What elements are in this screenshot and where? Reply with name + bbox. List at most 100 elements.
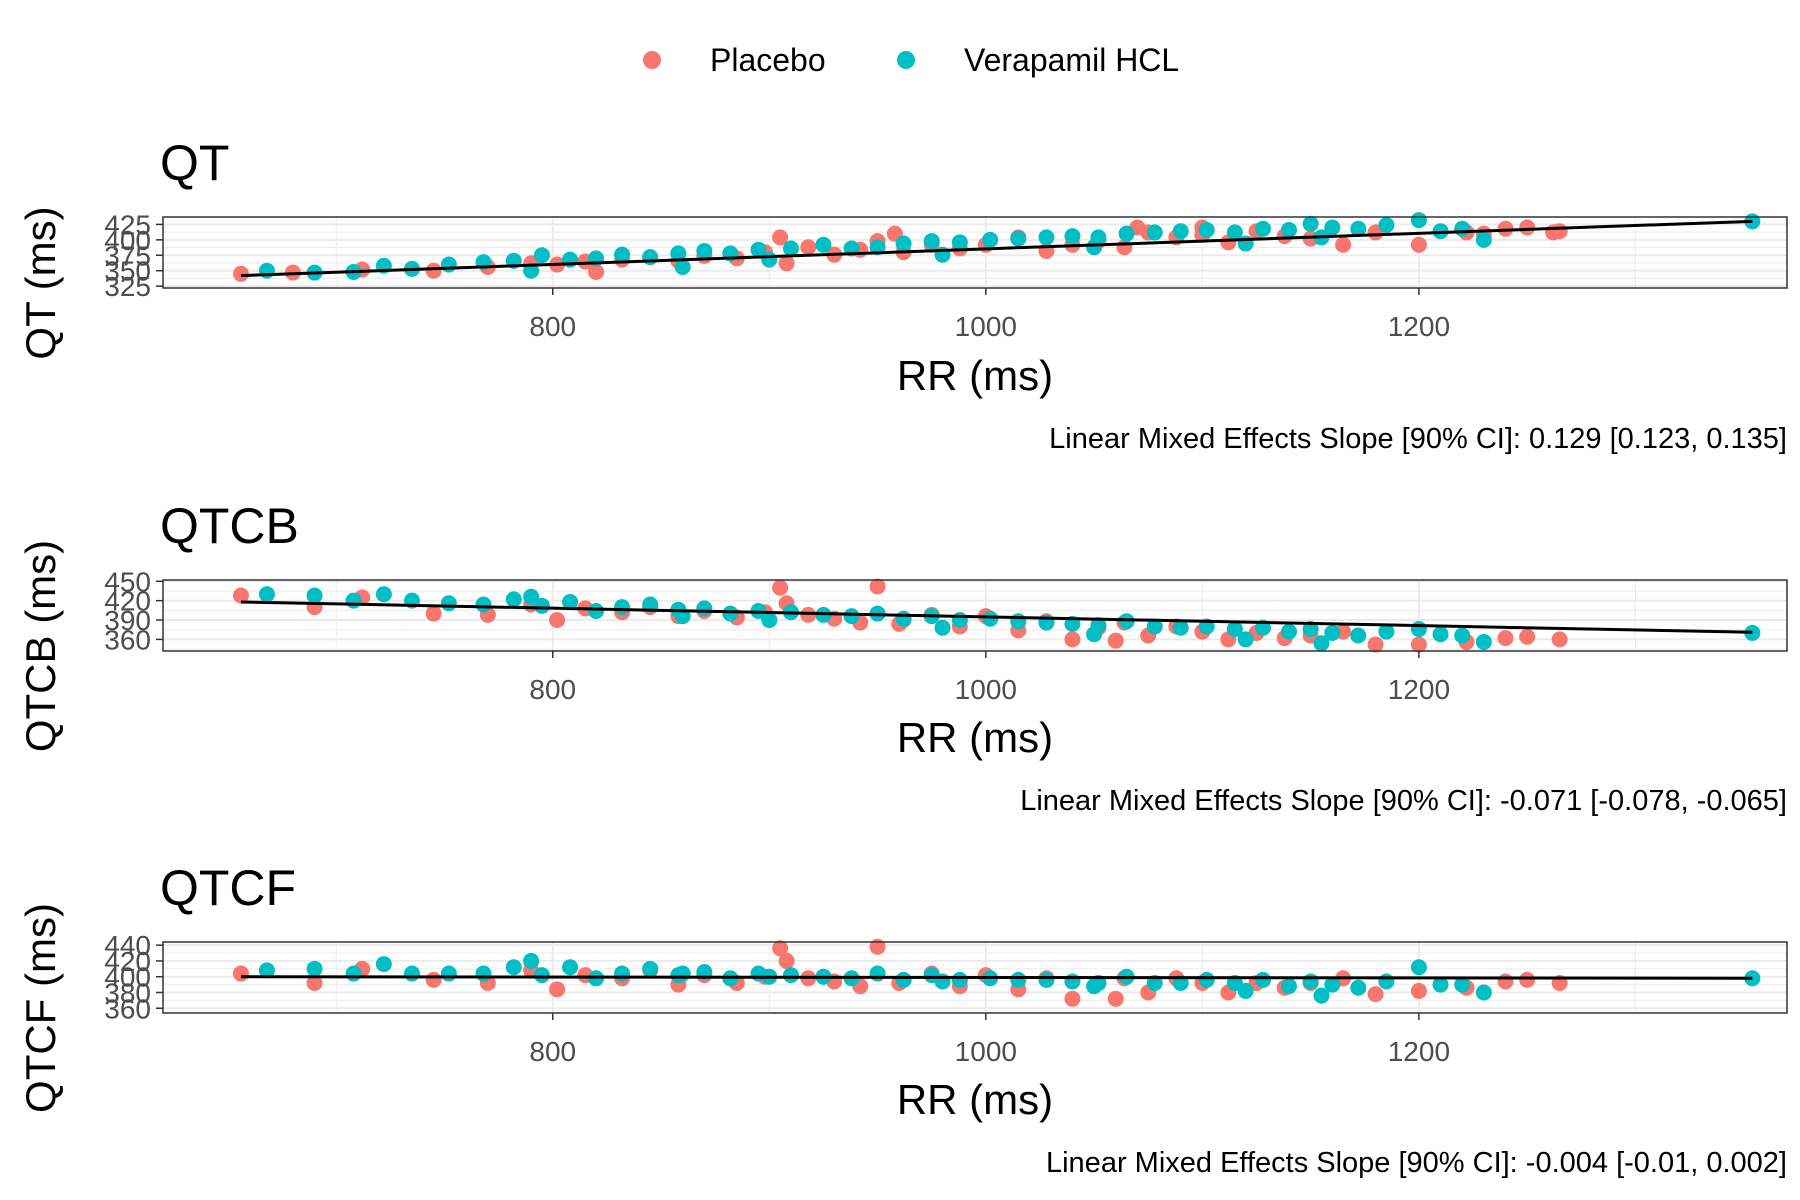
data-point [523,952,540,969]
data-point [440,595,457,612]
data-point [1118,225,1135,242]
y-tick-label: 360 [104,993,151,1024]
data-point [1454,976,1471,993]
data-point [614,246,631,263]
data-point [982,231,999,248]
data-point [1454,220,1471,237]
data-point [1497,630,1514,647]
data-point [1497,973,1514,990]
data-point [815,236,832,253]
data-point [761,612,778,629]
data-point [1118,613,1135,630]
data-point [1519,628,1536,645]
data-point [306,975,323,992]
data-point [232,265,249,282]
regression-line [240,975,1753,980]
data-point [923,233,940,250]
data-point [1410,236,1427,253]
data-point [425,262,442,279]
data-point [375,586,392,603]
gridlines [163,580,1787,651]
data-point [306,587,323,604]
data-point [1086,626,1103,643]
data-point [440,965,457,982]
data-point [696,242,713,259]
data-point [533,967,550,984]
data-point [1064,228,1081,245]
data-point [562,593,579,610]
data-point [614,599,631,616]
x-tick-label: 800 [529,311,576,342]
slope-caption: Linear Mixed Effects Slope [90% CI]: 0.1… [1049,423,1787,455]
y-tick-label: 425 [104,209,151,240]
data-point [1010,230,1027,247]
data-point [642,249,659,266]
data-point [1086,239,1103,256]
data-point [1064,973,1081,990]
data-point [1410,212,1427,229]
data-point [505,591,522,608]
data-point [258,962,275,979]
data-point [440,256,457,273]
data-point [750,241,767,258]
data-point [1378,217,1395,234]
data-point [475,965,492,982]
data-point [895,235,912,252]
data-point [1350,627,1367,644]
data-point [1519,971,1536,988]
data-point [1302,973,1319,990]
data-point [1254,220,1271,237]
data-point [869,965,886,982]
data-point [1350,979,1367,996]
data-point [1324,624,1341,641]
data-point [772,579,789,596]
data-point [425,971,442,988]
data-point [1116,239,1133,256]
y-tick-label: 420 [104,946,151,977]
data-point [642,960,659,977]
data-point [1432,626,1449,643]
x-axis-title: RR (ms) [897,1076,1053,1123]
data-point [1410,982,1427,999]
data-point [1324,219,1341,236]
y-axis-title: QTCB (ms) [17,540,64,752]
data-point [951,234,968,251]
x-tick-label: 800 [529,674,576,705]
data-point [258,586,275,603]
data-point [588,263,605,280]
data-point [1475,231,1492,248]
data-point [934,619,951,636]
data-point [1237,631,1254,648]
data-point [1064,990,1081,1007]
panel-border [162,579,1788,652]
legend-label-2: Verapamil HCL [964,42,1179,78]
data-point [951,612,968,629]
data-point [1226,621,1243,638]
data-point [1475,633,1492,650]
data-point [1146,618,1163,635]
x-tick-label: 800 [529,1036,576,1067]
slope-caption: Linear Mixed Effects Slope [90% CI]: -0.… [1020,785,1787,817]
data-point [1410,959,1427,976]
y-tick-label: 325 [104,271,151,302]
data-point [1378,973,1395,990]
data-point [778,952,795,969]
data-point [674,259,691,276]
legend-key-1 [643,51,661,69]
y-tick-label: 420 [104,586,151,617]
data-point [1198,971,1215,988]
data-point [674,965,691,982]
data-point [1367,636,1384,653]
panel-border [162,216,1788,289]
regression-line [240,600,1753,634]
data-point [1064,631,1081,648]
y-tick-label: 350 [104,256,151,287]
data-point [934,973,951,990]
data-point [549,981,566,998]
data-point [232,965,249,982]
